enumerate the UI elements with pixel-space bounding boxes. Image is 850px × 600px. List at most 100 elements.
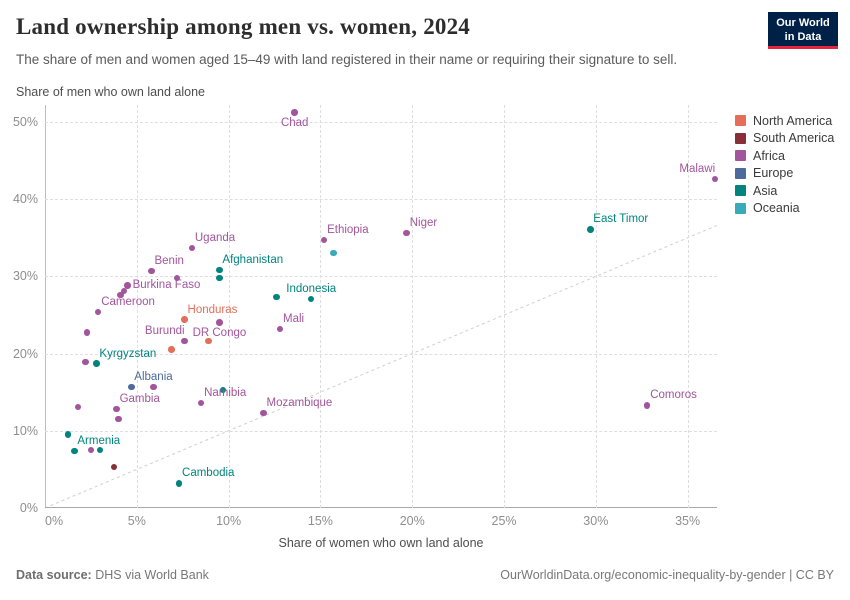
- country-label[interactable]: Albania: [134, 370, 173, 383]
- owid-logo-line1: Our World: [776, 17, 830, 29]
- data-point-indonesia[interactable]: [307, 295, 315, 303]
- x-axis-title: Share of women who own land alone: [278, 536, 484, 550]
- data-point[interactable]: [173, 274, 181, 282]
- data-point-comoros[interactable]: [643, 402, 651, 409]
- chart-title: Land ownership among men vs. women, 2024: [16, 14, 470, 39]
- data-point-cambodia[interactable]: [175, 480, 183, 487]
- legend-swatch: [735, 132, 746, 144]
- country-label[interactable]: Afghanistan: [222, 254, 284, 267]
- footer-license: OurWorldinData.org/economic-inequality-b…: [500, 568, 834, 582]
- data-point-kyrgyzstan[interactable]: [93, 360, 100, 367]
- legend-item-north-america[interactable]: North America: [735, 112, 834, 130]
- country-label[interactable]: Benin: [154, 254, 184, 267]
- country-label[interactable]: DR Congo: [192, 326, 247, 339]
- data-point[interactable]: [216, 274, 223, 282]
- x-tick-label: 30%: [583, 514, 609, 528]
- data-point[interactable]: [87, 446, 95, 454]
- country-label[interactable]: Armenia: [77, 434, 121, 447]
- x-gridline: [228, 105, 230, 508]
- legend-label: South America: [753, 131, 835, 146]
- country-label[interactable]: Indonesia: [286, 282, 337, 295]
- data-point[interactable]: [219, 386, 227, 394]
- x-tick-label: 15%: [307, 514, 333, 528]
- y-tick-label: 20%: [12, 346, 38, 361]
- data-point[interactable]: [82, 358, 89, 366]
- country-label[interactable]: Ethiopia: [327, 224, 369, 237]
- country-label[interactable]: Kyrgyzstan: [99, 347, 157, 360]
- x-tick-label: 0%: [45, 514, 64, 528]
- x-gridline: [687, 105, 689, 508]
- legend-label: Asia: [753, 183, 778, 198]
- data-point[interactable]: [168, 346, 175, 353]
- data-point-burkina-faso[interactable]: [124, 282, 131, 289]
- country-label[interactable]: Cambodia: [182, 467, 235, 480]
- y-tick-label: 10%: [12, 423, 38, 438]
- country-label[interactable]: Cameroon: [101, 295, 155, 308]
- country-label[interactable]: Burundi: [144, 325, 185, 338]
- country-label[interactable]: Uganda: [194, 231, 236, 244]
- data-point[interactable]: [120, 287, 128, 295]
- data-point-dr-congo[interactable]: [216, 319, 223, 326]
- data-point-east-timor[interactable]: [587, 226, 594, 233]
- data-point[interactable]: [117, 291, 124, 299]
- data-point-cameroon[interactable]: [94, 308, 102, 316]
- data-point[interactable]: [115, 415, 122, 423]
- country-label[interactable]: Namibia: [204, 387, 247, 399]
- legend-item-oceania[interactable]: Oceania: [735, 200, 834, 218]
- data-point[interactable]: [273, 293, 280, 301]
- y-gridline: [45, 353, 717, 355]
- x-tick-label: 5%: [127, 514, 146, 528]
- country-label[interactable]: Mali: [283, 312, 305, 325]
- data-point[interactable]: [96, 446, 104, 454]
- x-axis-line: [45, 507, 717, 508]
- data-point[interactable]: [150, 383, 157, 391]
- parity-line: [44, 224, 718, 509]
- data-point[interactable]: [83, 329, 91, 336]
- data-point-ethiopia[interactable]: [320, 236, 328, 244]
- data-point-burundi[interactable]: [181, 337, 188, 345]
- y-axis-line: [45, 105, 46, 508]
- legend-item-africa[interactable]: Africa: [735, 147, 834, 165]
- data-point-honduras[interactable]: [181, 316, 188, 323]
- legend-item-europe[interactable]: Europe: [735, 165, 834, 183]
- legend-label: North America: [753, 113, 833, 128]
- country-label[interactable]: Gambia: [119, 393, 160, 406]
- data-point[interactable]: [330, 249, 337, 257]
- legend-label: Europe: [753, 166, 794, 181]
- legend-item-south-america[interactable]: South America: [735, 130, 834, 148]
- data-point-uganda[interactable]: [188, 244, 196, 252]
- x-gridline: [320, 105, 322, 508]
- owid-logo[interactable]: Our World in Data: [768, 12, 838, 49]
- legend-swatch: [735, 115, 746, 127]
- data-point[interactable]: [205, 337, 212, 345]
- data-point-gambia[interactable]: [113, 405, 120, 413]
- data-point-namibia[interactable]: [197, 399, 205, 407]
- y-tick-label: 30%: [12, 269, 38, 284]
- data-point-mali[interactable]: [276, 325, 284, 333]
- data-point[interactable]: [74, 403, 82, 411]
- country-label[interactable]: Honduras: [187, 303, 238, 316]
- legend-swatch: [735, 185, 746, 197]
- country-label[interactable]: Burkina Faso: [132, 278, 201, 291]
- data-point-chad[interactable]: [291, 109, 298, 116]
- data-point-malawi[interactable]: [711, 175, 719, 183]
- country-label[interactable]: Malawi: [679, 163, 716, 176]
- data-point-afghanistan[interactable]: [216, 266, 223, 274]
- x-gridline: [504, 105, 506, 508]
- data-point-albania[interactable]: [128, 383, 135, 391]
- country-label[interactable]: Chad: [280, 116, 309, 129]
- data-point-mozambique[interactable]: [260, 409, 267, 417]
- country-label[interactable]: Niger: [409, 217, 438, 230]
- y-tick-label: 0%: [19, 501, 38, 515]
- country-label[interactable]: East Timor: [593, 213, 649, 226]
- data-point-benin[interactable]: [148, 267, 155, 275]
- country-label[interactable]: Mozambique: [266, 397, 333, 410]
- legend-item-asia[interactable]: Asia: [735, 182, 834, 200]
- data-point-niger[interactable]: [403, 229, 410, 237]
- data-point-armenia[interactable]: [71, 447, 78, 455]
- x-tick-label: 35%: [675, 514, 701, 528]
- y-gridline: [45, 199, 717, 201]
- data-point[interactable]: [64, 431, 72, 438]
- country-label[interactable]: Comoros: [650, 389, 697, 402]
- data-point[interactable]: [110, 463, 118, 471]
